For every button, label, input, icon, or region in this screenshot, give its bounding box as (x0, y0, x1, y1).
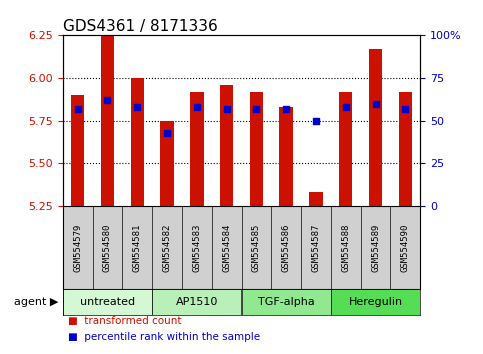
Text: GSM554586: GSM554586 (282, 223, 291, 272)
Point (223, 106, 230, 112)
Bar (339, 92, 353, 206)
Text: GSM554589: GSM554589 (371, 223, 380, 272)
Text: Heregulin: Heregulin (348, 297, 403, 307)
Bar (280, 107, 293, 206)
Point (342, 104, 350, 110)
Text: GSM554581: GSM554581 (133, 223, 142, 272)
Bar (152, 289, 242, 315)
Point (312, 118, 320, 124)
Bar (398, 92, 412, 206)
Point (104, 97, 112, 103)
Point (401, 106, 409, 112)
Text: GSM554587: GSM554587 (312, 223, 320, 272)
Point (253, 106, 260, 112)
Text: GSM554584: GSM554584 (222, 223, 231, 272)
Bar (250, 92, 263, 206)
Bar (71, 95, 85, 206)
Text: ■  transformed count: ■ transformed count (68, 316, 181, 326)
Bar (130, 78, 144, 206)
Text: AP1510: AP1510 (176, 297, 218, 307)
Bar (309, 192, 323, 206)
Text: GSM554579: GSM554579 (73, 223, 82, 272)
Text: GSM554582: GSM554582 (163, 223, 171, 272)
Text: GDS4361 / 8171336: GDS4361 / 8171336 (63, 19, 217, 34)
Text: ■  percentile rank within the sample: ■ percentile rank within the sample (68, 332, 260, 342)
Bar (101, 35, 114, 206)
Bar (242, 289, 331, 315)
Text: TGF-alpha: TGF-alpha (258, 297, 314, 307)
Bar (63, 289, 152, 315)
Text: GSM554580: GSM554580 (103, 223, 112, 272)
Point (193, 104, 201, 110)
Text: untreated: untreated (80, 297, 135, 307)
Point (74, 106, 82, 112)
Text: GSM554590: GSM554590 (401, 223, 410, 272)
Point (282, 106, 290, 112)
Bar (331, 289, 420, 315)
Point (133, 104, 141, 110)
Point (163, 130, 171, 136)
Bar (190, 92, 203, 206)
Point (372, 101, 380, 107)
Bar (220, 85, 233, 206)
Bar (369, 49, 382, 206)
Bar (160, 121, 174, 206)
Text: GSM554588: GSM554588 (341, 223, 350, 272)
Text: GSM554583: GSM554583 (192, 223, 201, 272)
Text: GSM554585: GSM554585 (252, 223, 261, 272)
Text: agent ▶: agent ▶ (14, 297, 58, 307)
